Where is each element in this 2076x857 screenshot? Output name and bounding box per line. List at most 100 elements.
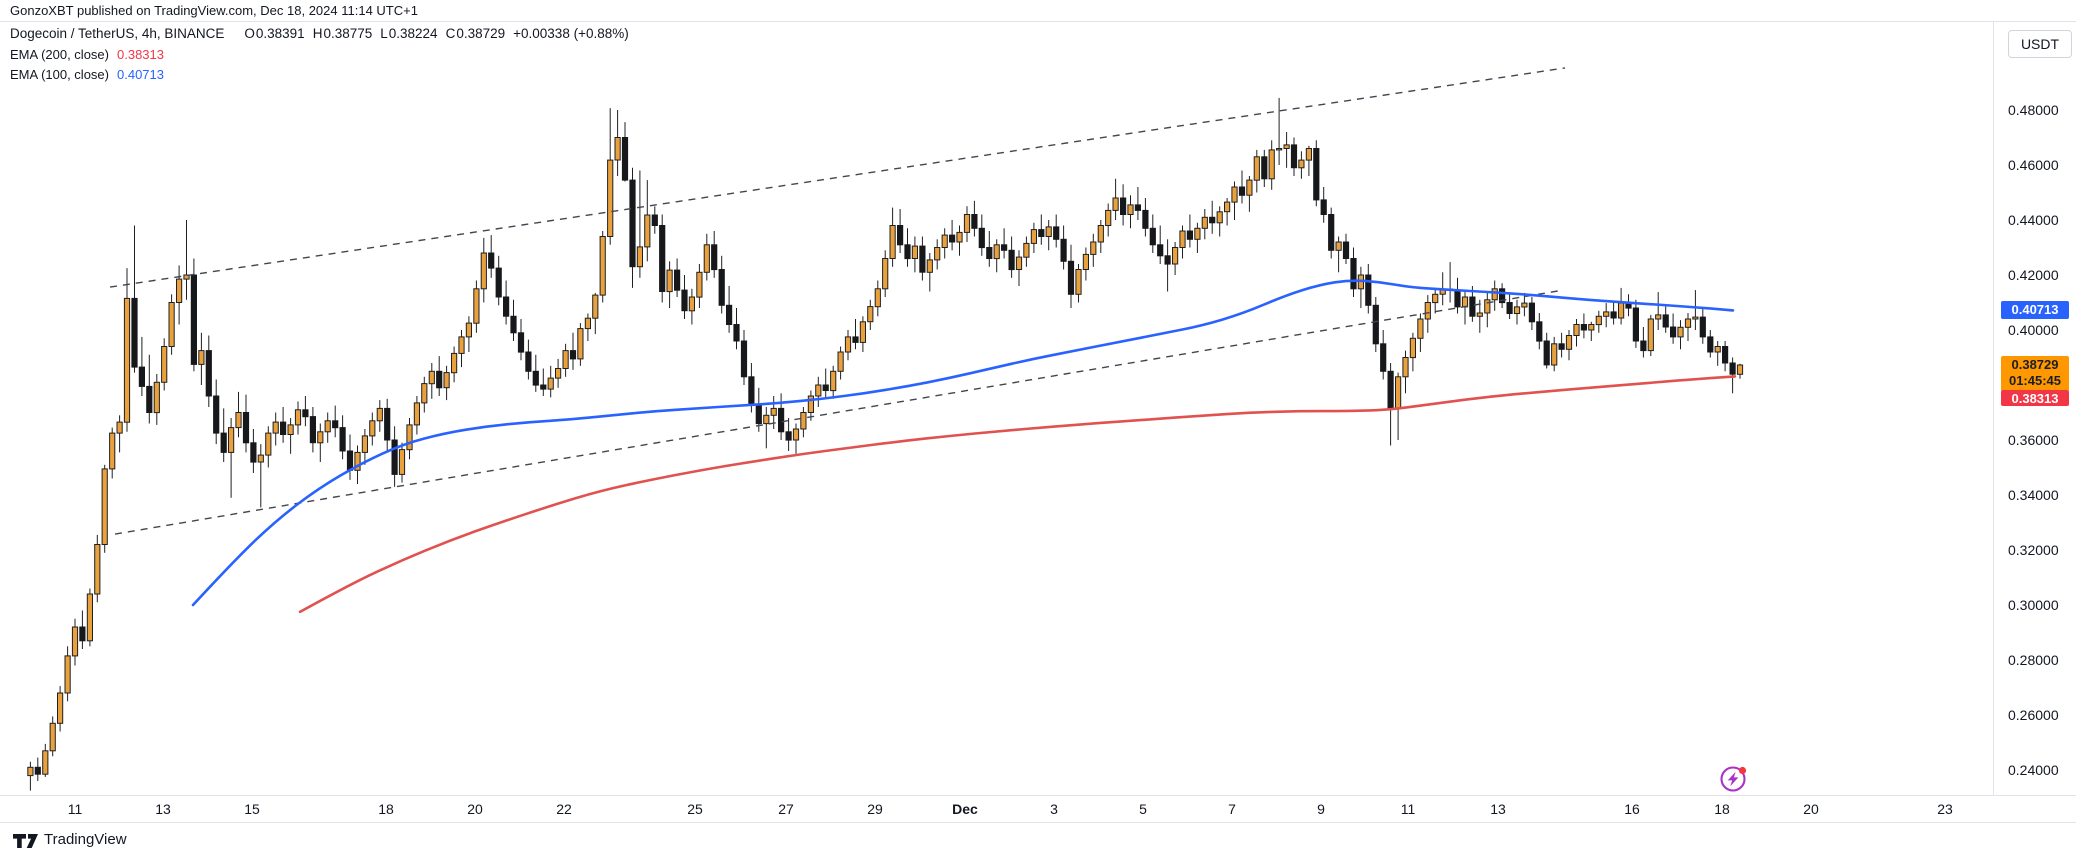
candle-up xyxy=(1283,144,1290,149)
candle-down xyxy=(205,350,212,397)
price-tick-label: 0.36000 xyxy=(2008,432,2059,448)
candle-up xyxy=(1201,216,1208,229)
candle-down xyxy=(1350,258,1357,290)
time-tick-label: 16 xyxy=(1624,801,1640,817)
candle-down xyxy=(1558,343,1565,350)
tradingview-logo-icon[interactable] xyxy=(12,833,42,854)
ema200-value: 0.38313 xyxy=(117,47,164,62)
candle-up xyxy=(1476,312,1483,317)
time-axis[interactable]: 11 13 15 18 20 22 25 27 29 Dec 3 5 7 9 11 13 16 18 20 23 xyxy=(0,795,2076,822)
candle-up xyxy=(324,420,331,433)
candle-up xyxy=(458,336,465,354)
time-tick-label: 27 xyxy=(778,801,794,817)
candle-down xyxy=(332,420,339,429)
candle-up xyxy=(703,244,710,273)
candle-up xyxy=(644,214,651,248)
candle-up xyxy=(1647,318,1654,352)
indicator-row-ema200: EMA (200, close) 0.38313 xyxy=(10,47,629,62)
ema100-line[interactable] xyxy=(191,279,1735,607)
candle-down xyxy=(250,442,257,463)
candle-up xyxy=(1677,326,1684,338)
candle-up xyxy=(272,421,279,434)
candle-up xyxy=(1075,269,1082,295)
candle-down xyxy=(1580,324,1588,331)
candle-down xyxy=(517,332,525,353)
price-tick-label: 0.26000 xyxy=(2008,707,2059,723)
candle-up xyxy=(1573,324,1580,336)
candle-up xyxy=(1402,357,1409,378)
candle-down xyxy=(1320,199,1327,215)
candle-up xyxy=(421,383,428,404)
candle-up xyxy=(27,766,34,777)
candle-up xyxy=(889,225,896,259)
candle-down xyxy=(1699,316,1706,338)
candle-up xyxy=(42,750,49,775)
channel-upper-trendline[interactable] xyxy=(109,67,1566,288)
candle-down xyxy=(190,274,198,365)
candle-up xyxy=(636,246,643,268)
candle-down xyxy=(1067,260,1075,295)
candle-up xyxy=(963,214,971,233)
high-value: 0.38775 xyxy=(323,26,373,41)
candle-up xyxy=(265,432,272,456)
candle-up xyxy=(480,252,487,290)
price-tick-label: 0.32000 xyxy=(2008,542,2059,558)
candle-up xyxy=(428,370,435,385)
candle-up xyxy=(1305,148,1313,161)
time-tick-label: 7 xyxy=(1228,801,1236,817)
candle-up xyxy=(1090,241,1097,255)
open-value: 0.38391 xyxy=(255,26,305,41)
ema200-price-badge: 0.38313 xyxy=(2001,390,2069,406)
candle-down xyxy=(1290,144,1298,169)
time-tick-label: 23 xyxy=(1937,801,1953,817)
candle-down xyxy=(718,269,725,306)
price-tick-label: 0.44000 xyxy=(2008,212,2059,228)
candle-up xyxy=(807,395,814,413)
candle-up xyxy=(198,350,205,365)
candle-down xyxy=(978,227,985,249)
candle-up xyxy=(354,451,361,471)
candle-down xyxy=(1060,238,1067,262)
candle-down xyxy=(309,416,316,444)
candle-down xyxy=(740,340,748,378)
candle-up xyxy=(1655,314,1662,320)
candle-down xyxy=(1157,244,1164,257)
candle-down xyxy=(569,350,577,360)
candle-up xyxy=(176,278,183,304)
candle-down xyxy=(1707,336,1714,353)
flash-marker-icon[interactable] xyxy=(1715,760,1752,797)
attribution-bar: GonzoXBT published on TradingView.com, D… xyxy=(0,0,2076,22)
candle-up xyxy=(473,288,480,324)
time-tick-label: 22 xyxy=(556,801,572,817)
ema200-label: EMA (200, close) xyxy=(10,47,109,62)
badge-countdown: 01:45:45 xyxy=(2008,372,2062,388)
channel-lower-trendline[interactable] xyxy=(114,289,1564,535)
badge-price: 0.40713 xyxy=(2011,302,2059,317)
candle-up xyxy=(1692,316,1699,320)
candle-down xyxy=(681,289,688,312)
candle-down xyxy=(659,225,666,292)
candle-up xyxy=(1112,197,1119,211)
candle-down xyxy=(1499,288,1506,304)
candle-up xyxy=(1216,211,1223,224)
price-tick-label: 0.30000 xyxy=(2008,597,2059,613)
footer-brand[interactable]: TradingView xyxy=(44,831,127,848)
price-axis[interactable]: USDT 0.48000 0.46000 0.44000 0.42000 0.40000… xyxy=(1993,22,2076,795)
ema200-line[interactable] xyxy=(298,375,1737,614)
candle-up xyxy=(867,306,874,323)
candle-down xyxy=(1610,311,1617,319)
candle-up xyxy=(555,368,562,379)
currency-button[interactable]: USDT xyxy=(2008,30,2072,58)
candle-down xyxy=(949,234,956,243)
candle-up xyxy=(830,370,837,392)
candle-down xyxy=(436,370,443,389)
close-label: C xyxy=(445,26,456,41)
indicator-row-ema100: EMA (100, close) 0.40713 xyxy=(10,67,629,82)
candle-down xyxy=(1342,241,1350,259)
time-tick-label: 15 xyxy=(244,801,260,817)
candle-up xyxy=(1194,227,1201,240)
candle-down xyxy=(131,297,138,368)
candle-up xyxy=(443,372,450,389)
candle-down xyxy=(280,421,287,436)
